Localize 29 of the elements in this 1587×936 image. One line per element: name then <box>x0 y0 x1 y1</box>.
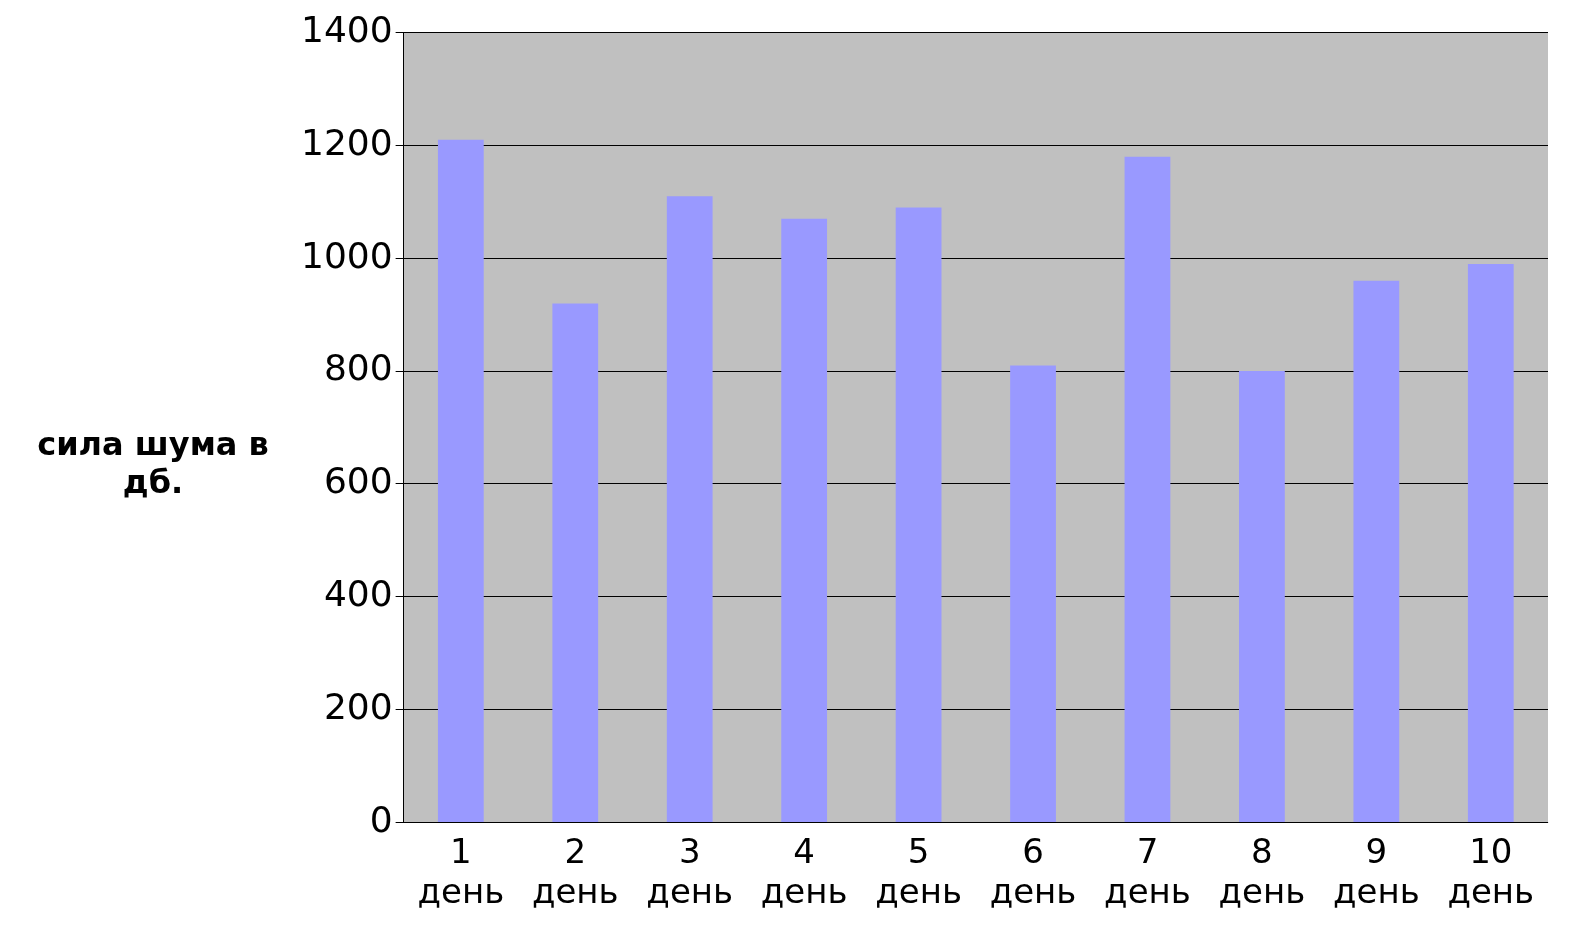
y-tick-label: 800 <box>323 347 393 389</box>
bar <box>437 139 484 822</box>
bar <box>895 207 942 822</box>
y-axis-title: сила шума в дб. <box>36 425 270 501</box>
bar <box>781 218 828 822</box>
bar <box>552 303 599 822</box>
y-tick-label: 600 <box>323 460 393 502</box>
y-tick-label: 1400 <box>300 8 393 50</box>
y-tick-label: 400 <box>323 573 393 615</box>
bar <box>1239 371 1285 822</box>
x-tick-label: 3 день <box>646 830 734 912</box>
x-tick-label: 9 день <box>1332 830 1420 912</box>
x-tick-label: 2 день <box>531 830 619 912</box>
bar <box>1010 365 1056 822</box>
bar <box>1124 156 1171 822</box>
y-tick-label: 0 <box>369 798 393 840</box>
bar <box>1353 280 1400 822</box>
x-tick-label: 10 день <box>1447 830 1535 912</box>
y-tick-label: 1200 <box>300 121 393 163</box>
x-tick-label: 8 день <box>1218 830 1306 912</box>
x-tick-label: 6 день <box>989 830 1077 912</box>
bar <box>1467 263 1514 822</box>
y-tick-label: 200 <box>323 685 393 727</box>
x-tick-label: 5 день <box>875 830 962 912</box>
x-tick-label: 7 день <box>1104 830 1191 912</box>
x-tick-label: 4 день <box>760 830 848 912</box>
y-tick-label: 1000 <box>300 234 393 276</box>
bar <box>666 196 713 822</box>
x-tick-label: 1 день <box>417 830 505 912</box>
